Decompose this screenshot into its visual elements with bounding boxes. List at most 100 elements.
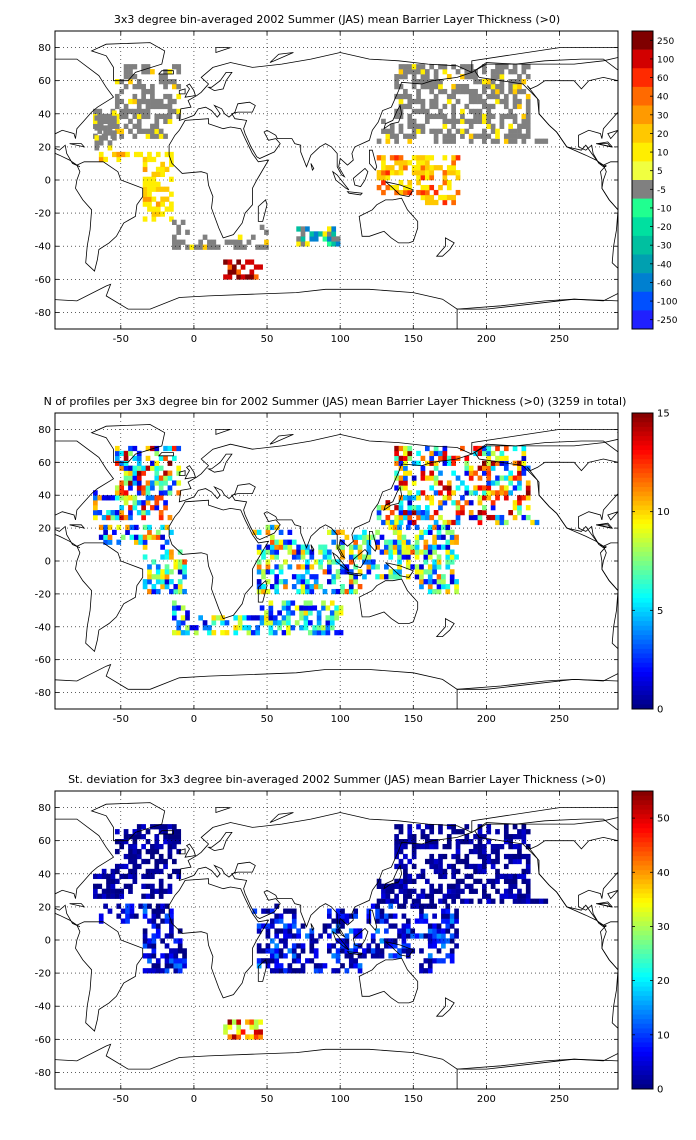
heat-cell	[454, 943, 459, 949]
colorbar-swatch	[632, 547, 653, 553]
heat-cell	[169, 191, 174, 197]
heat-cell	[446, 138, 452, 144]
heat-cell	[171, 610, 177, 616]
x-tick-label: -50	[113, 1094, 129, 1105]
heat-cell	[490, 74, 496, 80]
heat-cell	[344, 564, 350, 570]
heat-cell	[142, 579, 148, 585]
heat-cell	[525, 480, 531, 486]
heat-cell	[521, 824, 527, 830]
heat-cell	[525, 883, 531, 889]
heat-cell	[305, 958, 310, 964]
heat-cell	[151, 216, 157, 222]
heat-cell	[468, 470, 474, 476]
heat-cell	[233, 239, 239, 245]
heat-cell	[401, 549, 407, 555]
coastline	[526, 836, 618, 971]
heat-cell	[160, 574, 165, 580]
heat-cell	[490, 88, 496, 95]
heat-cell	[477, 868, 483, 875]
heat-cell	[150, 69, 155, 75]
heat-cell	[154, 475, 160, 481]
heat-cell	[388, 938, 394, 944]
heat-cell	[401, 943, 407, 949]
heat-cell	[427, 938, 433, 944]
heat-cell	[256, 564, 262, 570]
heat-cell	[309, 231, 315, 237]
heat-cell	[97, 873, 103, 880]
heat-cell	[141, 510, 146, 516]
heat-cell	[433, 113, 439, 120]
coastline	[157, 70, 174, 75]
heat-cell	[508, 69, 514, 75]
heat-cell	[296, 549, 301, 555]
heat-cell	[449, 918, 455, 924]
heat-cell	[123, 450, 129, 457]
heat-cell	[305, 564, 310, 570]
colorbar-swatch	[632, 1047, 653, 1053]
heat-cell	[128, 514, 133, 521]
heat-cell	[499, 455, 505, 461]
heat-cell	[142, 176, 148, 182]
heat-cell	[401, 534, 407, 540]
heat-cell	[141, 883, 146, 889]
heat-cell	[521, 79, 527, 85]
heat-cell	[375, 943, 380, 949]
heat-cell	[167, 514, 173, 521]
heat-cell	[416, 155, 421, 161]
heat-cell	[403, 64, 408, 70]
heat-cell	[473, 834, 478, 840]
heat-cell	[451, 64, 456, 70]
colorbar-swatch	[632, 180, 653, 199]
heat-cell	[326, 564, 332, 570]
coastline	[55, 58, 115, 168]
heat-cell	[331, 968, 337, 974]
coastline	[456, 673, 618, 709]
heat-cell	[128, 843, 133, 850]
heat-cell	[394, 839, 399, 845]
heat-cell	[269, 524, 275, 531]
heat-cell	[331, 928, 337, 934]
heat-cell	[486, 480, 492, 486]
heat-cell	[326, 226, 332, 232]
heat-cell	[300, 943, 306, 949]
heat-cell	[486, 450, 492, 457]
heat-cell	[455, 128, 461, 134]
colorbar-swatch	[632, 473, 653, 479]
heat-cell	[331, 539, 337, 545]
heat-cell	[410, 903, 416, 909]
heat-cell	[384, 574, 389, 580]
heat-cell	[185, 615, 190, 621]
heat-cell	[283, 933, 288, 939]
colorbar-swatch	[632, 142, 653, 162]
heat-cell	[403, 888, 408, 894]
heat-cell	[344, 569, 350, 575]
heat-cell	[340, 913, 345, 919]
heat-cell	[132, 98, 138, 105]
heat-cell	[388, 524, 394, 531]
heat-cell	[490, 848, 496, 855]
heat-cell	[136, 123, 142, 129]
heat-cell	[460, 480, 465, 486]
heat-cell	[274, 544, 280, 550]
heat-cell	[384, 943, 389, 949]
heat-cell	[151, 171, 157, 177]
heat-cell	[407, 450, 413, 457]
heat-cell	[154, 445, 160, 452]
heat-cell	[150, 88, 155, 95]
heat-cell	[451, 138, 456, 144]
heat-cell	[114, 93, 120, 100]
heat-cell	[106, 883, 111, 889]
heat-cell	[286, 600, 291, 606]
heat-cell	[433, 843, 439, 850]
heat-cell	[398, 460, 404, 466]
heat-cell	[185, 610, 190, 616]
heat-cell	[420, 128, 426, 134]
colorbar-swatch	[632, 851, 653, 857]
heat-cell	[133, 524, 139, 531]
heat-cell	[93, 495, 98, 501]
heat-cell	[423, 554, 429, 560]
heat-cell	[249, 1019, 255, 1025]
heat-cell	[294, 605, 300, 611]
heat-cell	[123, 475, 129, 481]
